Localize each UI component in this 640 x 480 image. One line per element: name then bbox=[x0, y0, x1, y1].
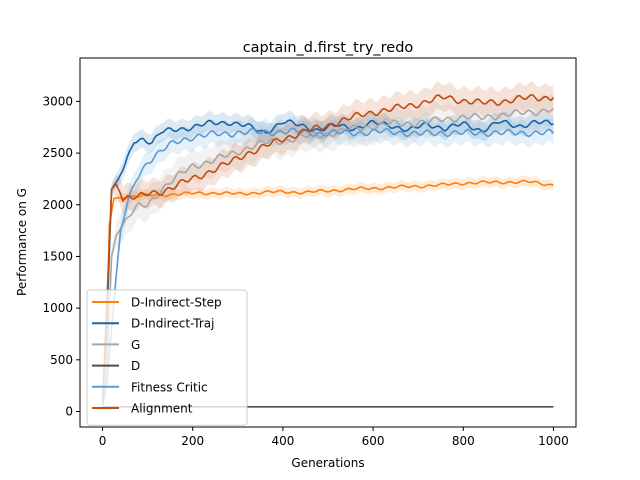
x-tick-label: 600 bbox=[362, 434, 385, 448]
x-axis-ticks: 0 200 400 600 800 1000 bbox=[99, 427, 569, 448]
legend-box bbox=[86, 289, 248, 426]
plot-frame bbox=[79, 57, 577, 428]
line-alignment bbox=[101, 93, 555, 404]
y-tick-label: 1500 bbox=[42, 249, 73, 263]
y-tick-label: 0 bbox=[65, 404, 73, 418]
line-d-indirect-traj bbox=[101, 119, 554, 404]
y-tick-label: 500 bbox=[50, 353, 73, 367]
y-tick-label: 3000 bbox=[42, 94, 73, 108]
band-d-indirect-traj bbox=[102, 110, 554, 404]
line-fitness-critic bbox=[101, 127, 555, 408]
series-lines bbox=[101, 93, 555, 408]
x-tick-label: 400 bbox=[271, 434, 294, 448]
band-d-indirect-step bbox=[102, 175, 554, 407]
y-tick-label: 2000 bbox=[42, 198, 73, 212]
legend-label-d-indirect-step: D-Indirect-Step bbox=[131, 296, 222, 310]
legend-label-d-indirect-traj: D-Indirect-Traj bbox=[131, 317, 214, 331]
line-g bbox=[101, 108, 554, 406]
x-tick-label: 0 bbox=[99, 434, 107, 448]
line-d-indirect-step bbox=[101, 179, 554, 407]
y-tick-label: 1000 bbox=[42, 301, 73, 315]
legend-label-alignment: Alignment bbox=[131, 402, 193, 416]
x-tick-label: 200 bbox=[181, 434, 204, 448]
legend: D-Indirect-Step D-Indirect-Traj GD Fitness … bbox=[86, 289, 248, 426]
band-alignment bbox=[102, 81, 554, 404]
legend-label-d: D bbox=[131, 359, 140, 373]
y-axis-label: Performance on G bbox=[15, 188, 29, 296]
x-axis-label: Generations bbox=[291, 456, 364, 470]
x-tick-label: 1000 bbox=[538, 434, 569, 448]
chart-title: captain_d.first_try_redo bbox=[243, 40, 414, 56]
legend-label-fitness-critic: Fitness Critic bbox=[131, 380, 208, 394]
x-tick-label: 800 bbox=[452, 434, 475, 448]
y-tick-label: 2500 bbox=[42, 146, 73, 160]
legend-label-g: G bbox=[131, 338, 140, 352]
y-axis-ticks: 0 500 1000 1500 2000 2500 3000 bbox=[42, 94, 80, 418]
